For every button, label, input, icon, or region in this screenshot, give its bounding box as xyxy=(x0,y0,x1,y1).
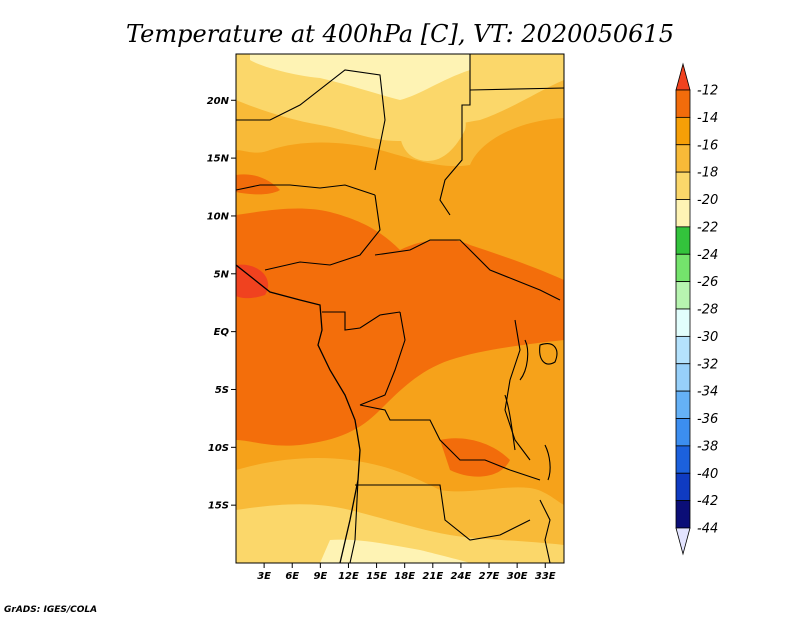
longitude-axis: 3E 6E 9E 12E 15E 18E 21E 24E 27E 30E 33E xyxy=(257,563,556,582)
lake-victoria xyxy=(539,343,558,365)
colorbar-level-label: -26 xyxy=(697,275,718,290)
lat-tick-label: EQ xyxy=(214,327,230,338)
lon-tick-label: 9E xyxy=(313,571,327,582)
field-band-14-southeast xyxy=(440,438,510,477)
chart-title: Temperature at 400hPa [C], VT: 202005061… xyxy=(126,20,674,48)
lat-tick-label: 20N xyxy=(207,96,230,107)
lat-tick-label: 5N xyxy=(214,269,230,280)
latitude-axis: 20N 15N 10N 5N EQ 5S 10S 15S xyxy=(207,96,236,512)
border-angola-drc xyxy=(359,404,541,481)
colorbar-level-label: -32 xyxy=(697,357,718,372)
colorbar-swatch xyxy=(675,418,691,447)
colorbar-swatch xyxy=(675,445,691,474)
colorbar-upper-arrow xyxy=(675,62,691,91)
colorbar-level-label: -40 xyxy=(697,467,718,482)
lat-tick-label: 15S xyxy=(208,501,229,512)
colorbar-level-label: -38 xyxy=(697,439,718,454)
lon-tick-label: 6E xyxy=(285,571,299,582)
colorbar-level-label: -16 xyxy=(697,138,718,153)
border-gabon-congo xyxy=(322,311,401,331)
colorbar-swatch xyxy=(675,472,691,502)
temperature-field xyxy=(236,54,564,563)
colorbar-level-label: -20 xyxy=(697,193,718,208)
colorbar-level-label: -14 xyxy=(697,111,718,126)
border-sahel-south xyxy=(236,184,376,196)
field-band-22-south xyxy=(320,539,470,563)
map-frame xyxy=(235,53,565,564)
lake-malawi xyxy=(544,444,551,481)
lon-tick-label: 15E xyxy=(366,571,387,582)
colorbar-swatch xyxy=(675,116,691,146)
colorbar-swatch xyxy=(675,89,691,118)
lake-tanganyika xyxy=(504,394,516,451)
field-band-12-coast xyxy=(236,264,269,299)
lon-tick-label: 3E xyxy=(257,571,271,582)
colorbar-swatch xyxy=(675,308,691,337)
lon-tick-label: 33E xyxy=(535,571,556,582)
colorbar: -12 -14 -16 -18 -20 -22 -24 -26 -28 -30 -32 -34 -36 -… xyxy=(675,62,718,556)
credit-text: GrADS: IGES/COLA xyxy=(4,605,97,615)
border-sahel-north xyxy=(236,69,386,171)
lon-tick-label: 30E xyxy=(507,571,528,582)
border-namibia xyxy=(349,479,359,563)
field-band-14-central xyxy=(236,208,564,446)
lat-tick-label: 10S xyxy=(208,443,229,454)
lon-tick-label: 21E xyxy=(422,571,443,582)
colorbar-swatch xyxy=(675,199,691,228)
border-drc-east xyxy=(504,319,531,461)
field-band-14-west xyxy=(236,174,280,195)
lon-tick-label: 18E xyxy=(394,571,415,582)
colorbar-swatch xyxy=(675,500,691,529)
field-band-20-south xyxy=(236,504,564,563)
colorbar-level-label: -22 xyxy=(697,220,718,235)
colorbar-level-label: -44 xyxy=(697,522,718,537)
colorbar-lower-arrow xyxy=(675,527,691,556)
colorbar-swatch xyxy=(675,144,691,173)
colorbar-level-label: -12 xyxy=(697,84,718,99)
field-band-22-north xyxy=(250,54,470,100)
lon-tick-label: 24E xyxy=(451,571,472,582)
colorbar-swatch xyxy=(675,281,691,310)
colorbar-swatch xyxy=(675,335,691,365)
lon-tick-label: 12E xyxy=(338,571,359,582)
lat-tick-label: 5S xyxy=(215,385,229,396)
border-car-south xyxy=(374,239,561,301)
colorbar-level-label: -28 xyxy=(697,303,718,318)
colorbar-swatch xyxy=(675,390,691,419)
lon-tick-label: 27E xyxy=(479,571,500,582)
colorbar-level-label: -18 xyxy=(697,166,718,181)
border-zambia-south xyxy=(355,484,531,541)
atlantic-coastline xyxy=(236,264,361,563)
border-nigeria-cameroon xyxy=(264,194,381,271)
colorbar-swatch xyxy=(675,171,691,200)
colorbar-level-label: -34 xyxy=(697,385,718,400)
border-mozambique xyxy=(539,499,551,563)
lat-tick-label: 15N xyxy=(207,154,230,165)
colorbar-level-label: -30 xyxy=(697,330,718,345)
political-borders xyxy=(236,54,564,563)
colorbar-swatch xyxy=(675,253,691,283)
colorbar-swatch xyxy=(675,226,691,255)
lat-tick-label: 10N xyxy=(207,211,230,222)
field-band-20-sudan xyxy=(400,100,466,161)
colorbar-swatch xyxy=(675,363,691,392)
colorbar-level-label: -24 xyxy=(697,248,718,263)
border-congo-drc xyxy=(359,311,406,406)
colorbar-level-label: -42 xyxy=(697,494,718,509)
border-libya-egypt xyxy=(469,87,564,91)
border-egypt-sudan xyxy=(439,54,471,216)
lake-albert xyxy=(519,339,529,381)
colorbar-level-label: -36 xyxy=(697,412,718,427)
